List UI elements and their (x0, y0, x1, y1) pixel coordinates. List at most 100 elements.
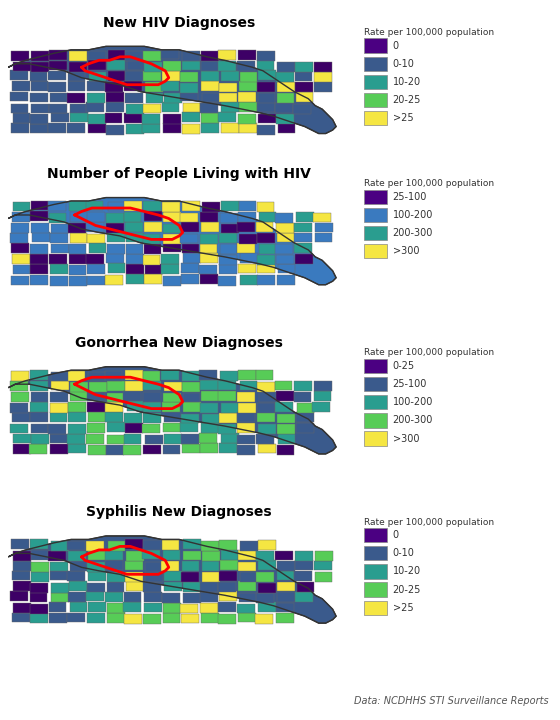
Bar (163, 61, 181, 71)
Bar (68, 552, 86, 561)
Bar (86, 434, 104, 444)
Bar (161, 370, 179, 379)
Text: Rate per 100,000 population: Rate per 100,000 population (364, 179, 494, 188)
Bar (164, 412, 181, 422)
Bar (143, 104, 161, 113)
Bar (180, 72, 198, 82)
Bar (88, 550, 106, 560)
Bar (199, 264, 217, 274)
Bar (219, 592, 236, 601)
Bar (255, 370, 273, 380)
Bar (183, 402, 200, 412)
Bar (125, 539, 143, 549)
Bar (364, 111, 387, 125)
Bar (240, 381, 258, 390)
Bar (143, 234, 160, 243)
Bar (144, 222, 162, 232)
Bar (87, 276, 105, 285)
Bar (31, 201, 49, 210)
Bar (183, 112, 200, 122)
Bar (31, 62, 49, 72)
Bar (105, 560, 123, 570)
Bar (48, 201, 66, 211)
Bar (257, 403, 275, 413)
Bar (364, 582, 387, 597)
Bar (70, 382, 88, 392)
Bar (218, 391, 236, 400)
Bar (239, 102, 257, 112)
Bar (256, 202, 274, 212)
Bar (48, 71, 66, 81)
Bar (219, 572, 237, 581)
Bar (144, 592, 162, 602)
Bar (88, 445, 106, 454)
Bar (125, 222, 143, 232)
Bar (237, 435, 255, 444)
Bar (276, 402, 293, 412)
Bar (51, 112, 69, 122)
Bar (31, 423, 49, 433)
Bar (295, 382, 312, 391)
Bar (364, 244, 387, 258)
Bar (181, 562, 199, 571)
Bar (218, 50, 236, 60)
Title: Gonorrhea New Diagnoses: Gonorrhea New Diagnoses (75, 336, 283, 350)
Bar (144, 211, 162, 221)
Bar (240, 253, 258, 263)
Bar (87, 264, 105, 274)
Bar (13, 561, 31, 571)
Bar (201, 81, 219, 91)
Bar (68, 81, 86, 91)
Bar (49, 213, 67, 222)
Bar (221, 433, 239, 444)
Bar (180, 603, 198, 613)
Bar (31, 81, 48, 91)
Bar (164, 434, 182, 444)
Bar (257, 51, 275, 61)
Bar (239, 81, 256, 91)
Bar (11, 539, 29, 549)
Bar (278, 264, 295, 274)
Bar (32, 232, 50, 242)
Bar (202, 423, 220, 433)
Bar (107, 244, 125, 254)
Bar (10, 381, 28, 391)
Bar (221, 102, 239, 112)
Bar (200, 391, 218, 401)
Bar (68, 223, 86, 233)
Bar (108, 435, 125, 444)
Bar (275, 103, 293, 112)
Bar (50, 276, 68, 286)
Bar (277, 424, 295, 434)
Bar (162, 541, 179, 550)
Bar (51, 223, 68, 233)
Bar (48, 551, 66, 561)
Bar (219, 540, 236, 550)
Bar (49, 613, 67, 623)
Bar (11, 223, 29, 233)
Bar (69, 602, 87, 612)
Bar (295, 62, 313, 72)
Bar (67, 571, 85, 581)
Bar (183, 102, 200, 112)
Bar (108, 71, 125, 81)
Bar (200, 444, 218, 453)
Bar (88, 243, 106, 253)
Bar (240, 541, 258, 551)
Bar (88, 603, 106, 612)
Bar (143, 255, 161, 265)
Bar (256, 572, 274, 582)
Bar (277, 413, 295, 423)
Text: 20-25: 20-25 (393, 95, 421, 105)
Bar (295, 254, 313, 264)
Bar (11, 51, 29, 61)
Bar (364, 413, 387, 428)
Polygon shape (8, 366, 336, 454)
Bar (162, 593, 180, 603)
Bar (364, 226, 387, 240)
Bar (69, 561, 87, 571)
Bar (315, 222, 333, 233)
Bar (124, 114, 142, 123)
Text: Rate per 100,000 population: Rate per 100,000 population (364, 518, 494, 527)
Text: >300: >300 (393, 433, 419, 444)
